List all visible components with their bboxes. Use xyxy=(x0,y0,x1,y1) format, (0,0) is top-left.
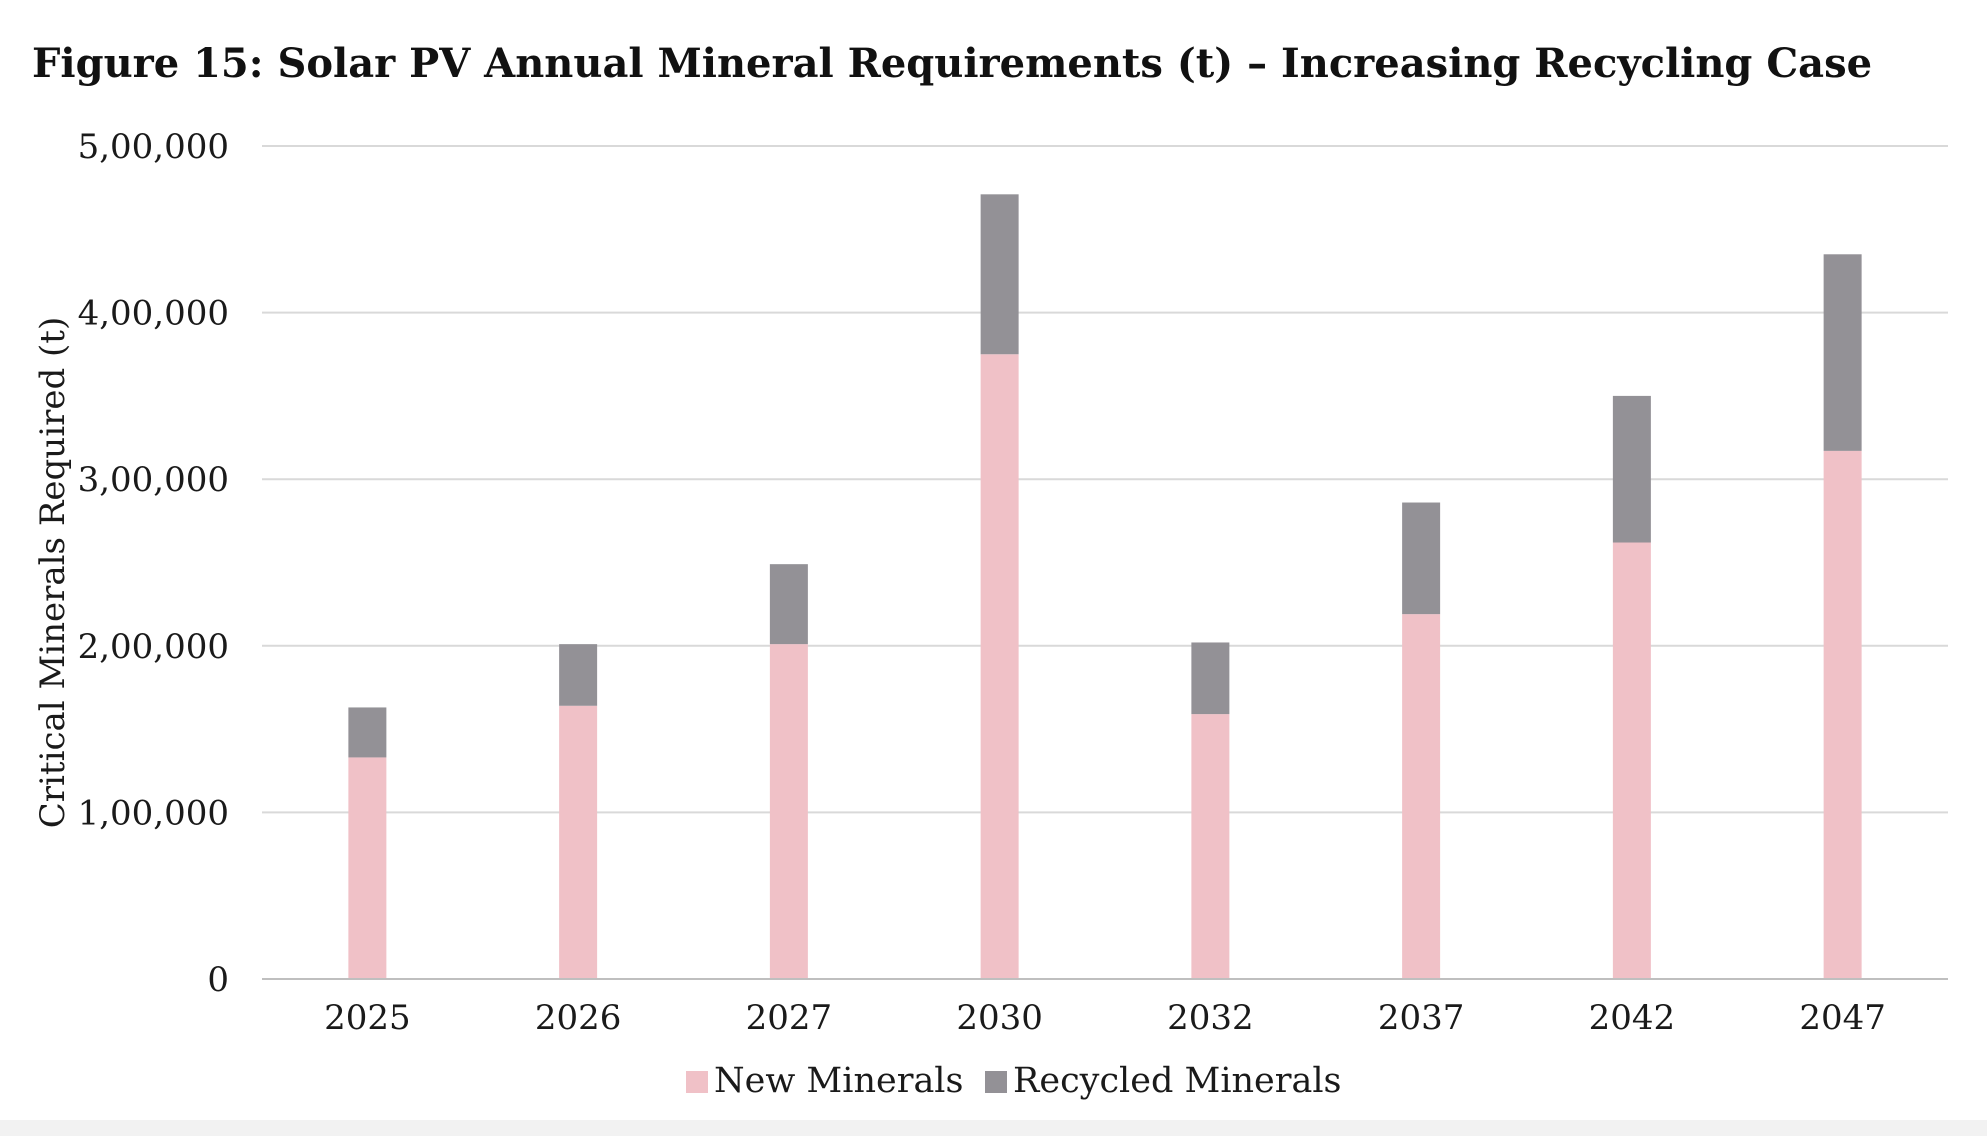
bar-new-minerals-2047 xyxy=(1823,450,1862,979)
y-tick-label: 1,00,000 xyxy=(78,793,229,833)
gridlines xyxy=(262,145,1948,814)
y-tick-label: 2,00,000 xyxy=(78,627,229,667)
bar-recycled-minerals-2047 xyxy=(1823,254,1862,451)
y-tick-label: 3,00,000 xyxy=(78,460,229,500)
x-tick-label: 2037 xyxy=(1378,998,1465,1038)
bar-recycled-minerals-2030 xyxy=(980,194,1019,355)
x-tick-labels: 2025 2026 2027 2030 2032 2037 2042 2047 xyxy=(324,998,1886,1038)
y-axis-label: Critical Minerals Required (t) xyxy=(33,317,73,828)
bottom-strip xyxy=(0,1120,1987,1136)
x-tick-label: 2030 xyxy=(956,998,1043,1038)
y-tick-label: 0 xyxy=(207,960,229,1000)
bar-new-minerals-2042 xyxy=(1612,542,1651,979)
bar-recycled-minerals-2042 xyxy=(1612,395,1651,543)
bar-new-minerals-2025 xyxy=(348,757,387,979)
bars xyxy=(348,194,1862,979)
bar-new-minerals-2030 xyxy=(980,354,1019,979)
x-tick-label: 2025 xyxy=(324,998,411,1038)
bar-new-minerals-2032 xyxy=(1191,714,1230,979)
y-tick-label: 4,00,000 xyxy=(78,294,229,334)
bar-new-minerals-2027 xyxy=(769,644,808,979)
x-tick-label: 2026 xyxy=(535,998,622,1038)
bar-recycled-minerals-2032 xyxy=(1191,642,1230,715)
x-tick-label: 2027 xyxy=(746,998,833,1038)
bar-new-minerals-2026 xyxy=(559,705,598,979)
y-tick-label: 5,00,000 xyxy=(78,127,229,167)
legend-swatch-recycled-minerals xyxy=(985,1071,1007,1093)
chart-title: Figure 15: Solar PV Annual Mineral Requi… xyxy=(32,40,1872,87)
legend-swatch-new-minerals xyxy=(686,1071,708,1093)
bar-new-minerals-2037 xyxy=(1402,614,1441,979)
bar-recycled-minerals-2025 xyxy=(348,707,387,758)
x-tick-label: 2047 xyxy=(1799,998,1886,1038)
legend-label-recycled-minerals: Recycled Minerals xyxy=(1013,1061,1342,1101)
legend: New Minerals Recycled Minerals xyxy=(686,1061,1342,1101)
y-tick-labels: 0 1,00,000 2,00,000 3,00,000 4,00,000 5,00,00… xyxy=(78,127,229,1000)
x-tick-label: 2032 xyxy=(1167,998,1254,1038)
legend-label-new-minerals: New Minerals xyxy=(714,1061,963,1101)
bar-recycled-minerals-2037 xyxy=(1402,502,1441,615)
bar-recycled-minerals-2027 xyxy=(769,564,808,645)
bar-recycled-minerals-2026 xyxy=(559,644,598,706)
x-tick-label: 2042 xyxy=(1589,998,1676,1038)
